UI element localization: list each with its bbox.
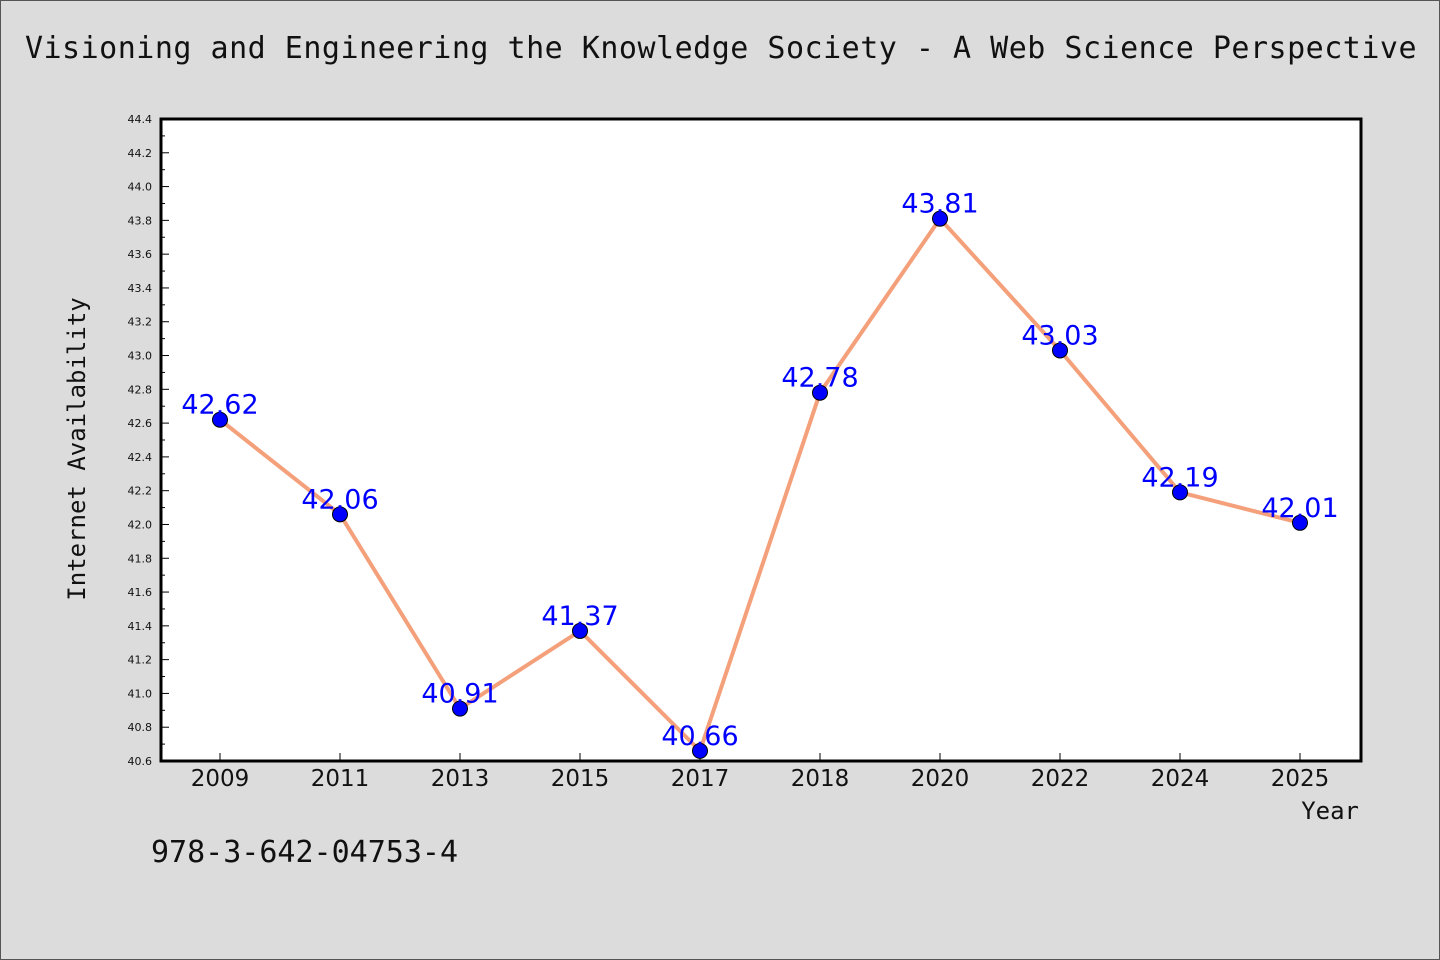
data-point: [1172, 484, 1188, 501]
data-point: [812, 384, 828, 401]
y-tick-label: 41.4: [128, 620, 153, 633]
y-tick-label: 42.4: [128, 451, 153, 464]
y-tick-label: 40.8: [128, 721, 153, 734]
data-label: 42.62: [181, 390, 258, 421]
y-tick-label: 41.6: [128, 586, 153, 599]
data-label: 43.03: [1021, 320, 1098, 351]
data-point: [452, 700, 468, 717]
x-tick-label: 2017: [671, 766, 730, 792]
x-tick-label: 2015: [551, 766, 610, 792]
data-label: 42.01: [1261, 493, 1338, 524]
x-tick-label: 2018: [791, 766, 850, 792]
data-point: [1052, 342, 1068, 359]
x-tick-label: 2024: [1151, 766, 1210, 792]
y-tick-label: 43.2: [128, 316, 153, 329]
x-tick-label: 2013: [431, 766, 490, 792]
data-label: 42.78: [781, 363, 858, 394]
x-tick-label: 2022: [1031, 766, 1090, 792]
x-axis-ticks: 2009 2011 2013 2015 2017 2018 2020 2022 2024 2025: [191, 753, 1330, 792]
plot-border: [159, 117, 1363, 763]
series-group: [212, 210, 1308, 759]
y-tick-label: 44.2: [128, 147, 153, 160]
series-line: [218, 216, 1301, 753]
isbn-footnote: 978-3-642-04753-4: [151, 835, 459, 870]
y-tick-label: 41.8: [128, 552, 153, 565]
y-axis-ticks: 40.6 40.8 41.0 41.2 41.4 41.6 41.8 42.0 42.2 42.4…: [128, 113, 169, 768]
x-tick-label: 2025: [1271, 766, 1330, 792]
y-tick-label: 42.6: [128, 417, 153, 430]
y-tick-label: 41.2: [128, 654, 153, 667]
data-label: 40.66: [661, 721, 738, 752]
x-tick-label: 2020: [911, 766, 970, 792]
plot-area: [161, 119, 1361, 761]
chart-title: Visioning and Engineering the Knowledge …: [24, 31, 1418, 66]
data-label: 43.81: [901, 189, 978, 220]
y-tick-label: 44.0: [128, 181, 153, 194]
y-tick-label: 41.0: [128, 687, 153, 700]
data-point: [212, 411, 228, 428]
y-tick-label: 43.8: [128, 214, 153, 227]
y-tick-label: 42.0: [128, 518, 153, 531]
data-label: 41.37: [541, 601, 618, 632]
y-tick-label: 43.6: [128, 248, 153, 261]
data-point: [692, 742, 708, 759]
y-tick-label: 43.4: [128, 282, 153, 295]
data-point: [332, 506, 348, 523]
y-tick-label: 44.4: [128, 113, 153, 126]
x-tick-label: 2009: [191, 766, 250, 792]
x-tick-label: 2011: [311, 766, 370, 792]
data-point: [572, 622, 588, 639]
y-tick-label: 40.6: [128, 755, 153, 768]
y-tick-label: 43.0: [128, 350, 153, 363]
data-labels: 42.62 42.06 40.91 41.37 40.66 42.78 43.81 43.03…: [181, 189, 1338, 752]
y-tick-label: 42.8: [128, 383, 153, 396]
data-point: [1292, 514, 1308, 531]
data-label: 40.91: [421, 679, 498, 710]
x-axis-label: Year: [1301, 797, 1359, 825]
data-label: 42.19: [1141, 462, 1218, 493]
data-label: 42.06: [301, 484, 378, 515]
y-tick-label: 42.2: [128, 485, 153, 498]
data-point: [932, 210, 948, 227]
